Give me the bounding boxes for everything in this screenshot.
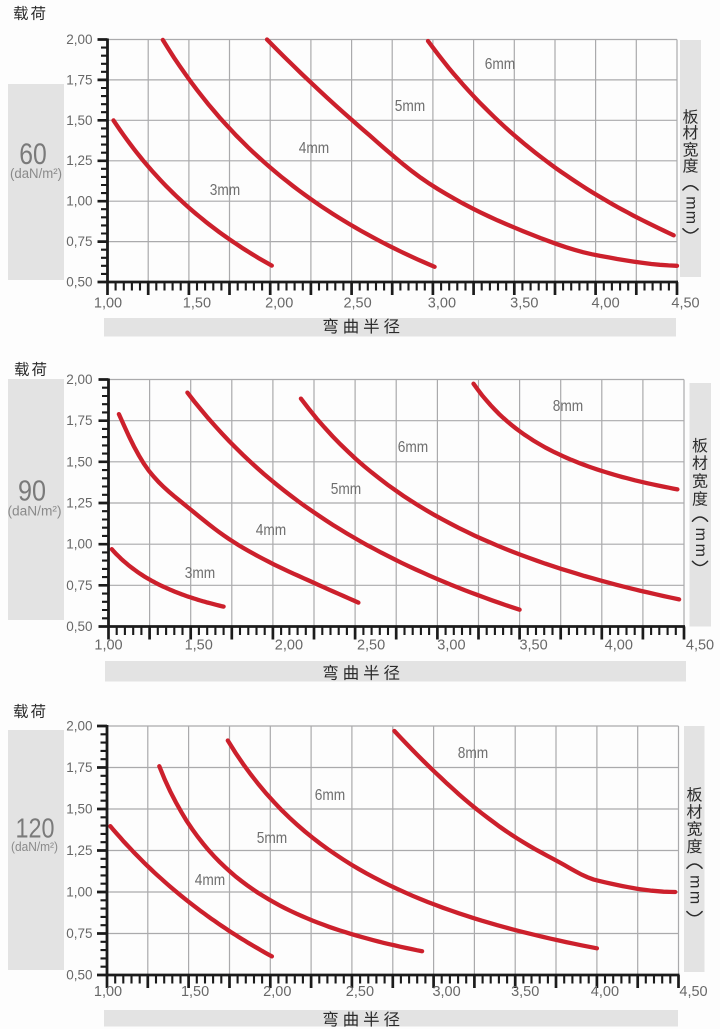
svg-text:m: m <box>692 528 709 541</box>
svg-text:1,50: 1,50 <box>66 454 92 469</box>
svg-text:6mm: 6mm <box>398 439 429 456</box>
svg-text:2,50: 2,50 <box>343 296 371 312</box>
svg-text:4,50: 4,50 <box>671 296 699 312</box>
svg-text:0,50: 0,50 <box>66 619 92 634</box>
svg-text:1,50: 1,50 <box>66 113 92 128</box>
svg-text:1,75: 1,75 <box>66 413 92 428</box>
svg-text:0,50: 0,50 <box>66 968 92 983</box>
svg-text:3mm: 3mm <box>185 565 216 582</box>
svg-text:1,50: 1,50 <box>181 984 209 1000</box>
svg-text:60: 60 <box>19 138 47 171</box>
svg-text:2,50: 2,50 <box>357 637 385 653</box>
svg-text:1,50: 1,50 <box>185 637 213 653</box>
svg-text:4,50: 4,50 <box>679 984 707 1000</box>
svg-text:4,50: 4,50 <box>686 637 714 653</box>
svg-text:1,00: 1,00 <box>66 885 92 900</box>
svg-text:1,25: 1,25 <box>66 843 92 858</box>
svg-text:m: m <box>682 211 699 224</box>
svg-text:0,75: 0,75 <box>66 578 92 593</box>
svg-text:3mm: 3mm <box>210 182 241 199</box>
svg-text:90: 90 <box>18 476 46 508</box>
svg-text:4mm: 4mm <box>299 140 330 157</box>
svg-text:(daN/m²): (daN/m²) <box>8 504 62 519</box>
svg-text:1,00: 1,00 <box>94 984 122 1000</box>
svg-text:3,00: 3,00 <box>437 637 465 653</box>
svg-text:1,25: 1,25 <box>66 496 92 511</box>
svg-text:5mm: 5mm <box>331 481 362 498</box>
svg-text:2,00: 2,00 <box>263 984 291 1000</box>
svg-text:1,25: 1,25 <box>66 153 92 168</box>
svg-text:2,00: 2,00 <box>66 719 92 734</box>
svg-text:m: m <box>682 196 699 209</box>
svg-text:8mm: 8mm <box>553 398 584 415</box>
svg-text:3,50: 3,50 <box>510 296 538 312</box>
svg-text:2,50: 2,50 <box>346 984 374 1000</box>
svg-text:1,50: 1,50 <box>66 802 92 817</box>
svg-text:1,00: 1,00 <box>66 194 92 209</box>
svg-text:0,50: 0,50 <box>66 275 92 290</box>
svg-text:m: m <box>692 544 709 557</box>
svg-text:m: m <box>686 891 703 904</box>
svg-text:6mm: 6mm <box>485 56 516 73</box>
svg-text:4mm: 4mm <box>256 522 287 539</box>
svg-text:4,00: 4,00 <box>591 984 619 1000</box>
svg-text:3,50: 3,50 <box>511 984 539 1000</box>
svg-text:1,50: 1,50 <box>183 296 211 312</box>
svg-text:5mm: 5mm <box>395 98 426 115</box>
svg-text:0,75: 0,75 <box>66 234 92 249</box>
svg-text:3,00: 3,00 <box>432 984 460 1000</box>
svg-text:1,00: 1,00 <box>94 296 122 312</box>
svg-text:8mm: 8mm <box>458 745 489 762</box>
svg-text:1,00: 1,00 <box>94 637 122 653</box>
svg-text:1,00: 1,00 <box>66 537 92 552</box>
svg-text:4,00: 4,00 <box>605 637 633 653</box>
svg-text:2,00: 2,00 <box>66 372 92 387</box>
svg-text:2,00: 2,00 <box>265 296 293 312</box>
svg-text:4mm: 4mm <box>195 872 226 889</box>
svg-text:2,00: 2,00 <box>275 637 303 653</box>
svg-text:120: 120 <box>16 813 55 844</box>
svg-text:4,00: 4,00 <box>591 296 619 312</box>
svg-text:0,75: 0,75 <box>66 926 92 941</box>
svg-text:3,00: 3,00 <box>428 296 456 312</box>
svg-text:(daN/m²): (daN/m²) <box>10 166 62 181</box>
svg-text:5mm: 5mm <box>257 830 288 847</box>
svg-text:1,75: 1,75 <box>66 760 92 775</box>
svg-text:6mm: 6mm <box>315 787 346 804</box>
svg-text:m: m <box>686 875 703 888</box>
svg-text:3,50: 3,50 <box>519 637 547 653</box>
svg-text:(daN/m²): (daN/m²) <box>11 839 58 854</box>
svg-text:1,75: 1,75 <box>66 72 92 87</box>
svg-text:2,00: 2,00 <box>66 32 92 47</box>
